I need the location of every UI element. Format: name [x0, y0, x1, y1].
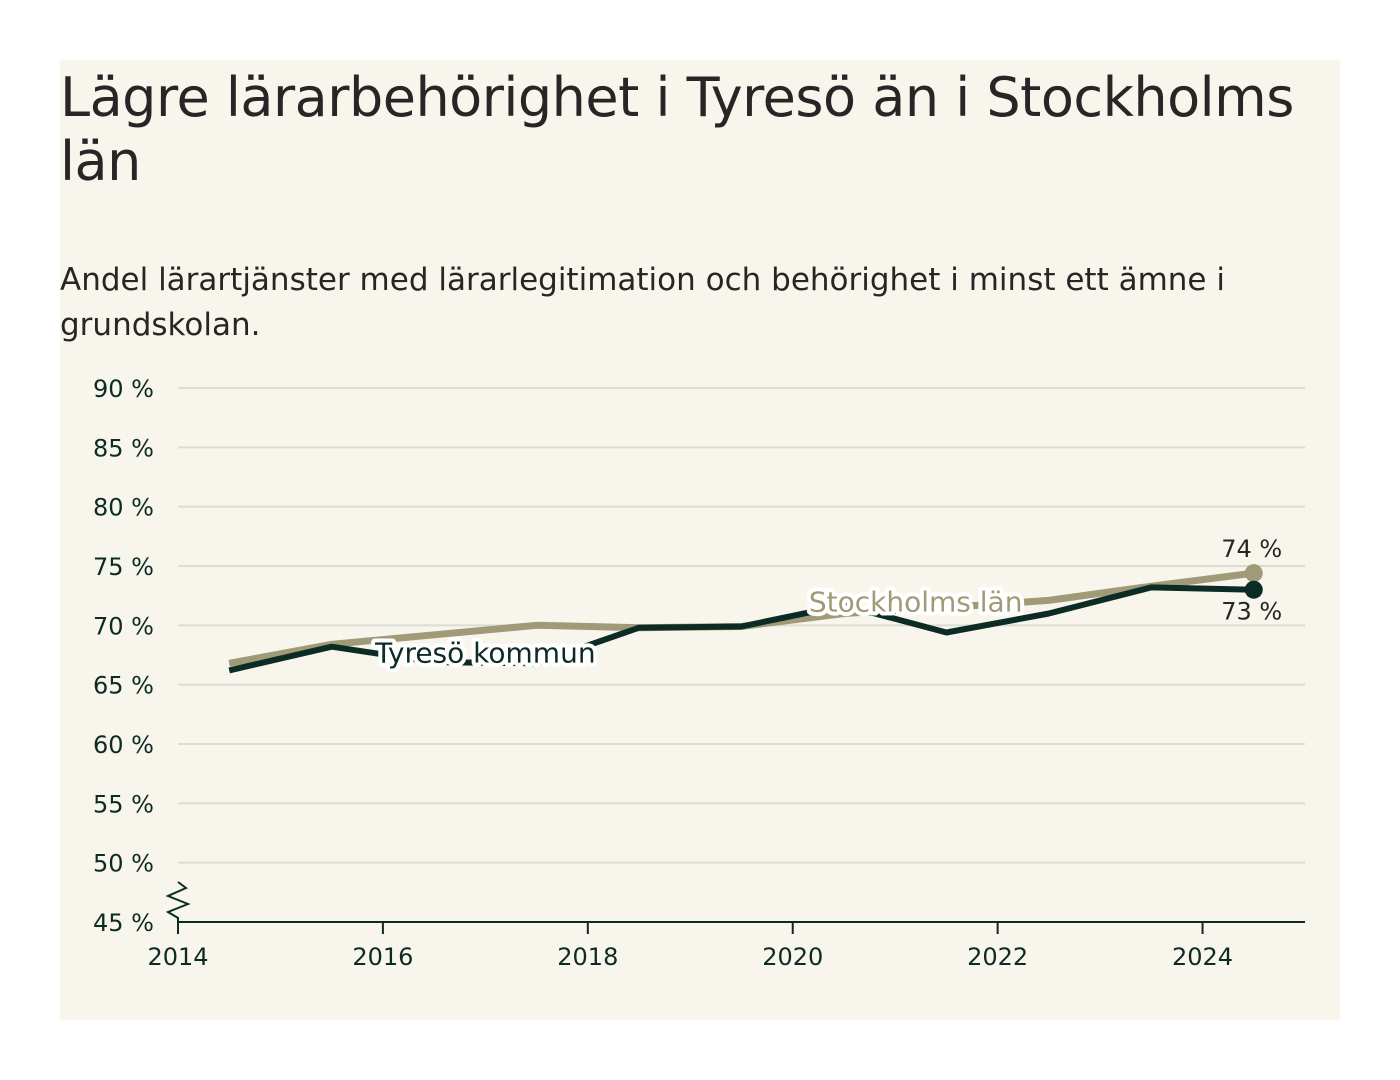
y-tick-label: 45 % — [93, 909, 154, 937]
axis-break-icon — [165, 881, 191, 922]
end-value-label: 74 % — [1221, 535, 1282, 563]
chart-subtitle: Andel lärartjänster med lärarlegitimatio… — [60, 262, 1225, 343]
x-tick-label: 2016 — [352, 943, 413, 971]
chart-panel — [60, 60, 1340, 1020]
x-tick-label: 2014 — [147, 943, 208, 971]
y-tick-label: 70 % — [93, 612, 154, 640]
y-tick-label: 85 % — [93, 434, 154, 462]
series-label-tyreso: Tyresö kommun — [374, 637, 595, 670]
y-tick-label: 90 % — [93, 375, 154, 403]
series-line-tyreso — [228, 584, 1254, 674]
y-tick-label: 75 % — [93, 553, 154, 581]
end-point-stockholm — [1244, 564, 1263, 583]
series-label-stockholm: Stockholms län — [809, 586, 1023, 619]
y-tick-label: 60 % — [93, 731, 154, 759]
end-point-tyreso — [1244, 580, 1263, 599]
x-tick-label: 2018 — [557, 943, 618, 971]
x-tick-label: 2024 — [1172, 943, 1233, 971]
y-tick-label: 65 % — [93, 672, 154, 700]
y-tick-label: 80 % — [93, 494, 154, 522]
end-value-label: 73 % — [1221, 598, 1282, 626]
chart-title: Lägre lärarbehörighet i Tyresö än i Stoc… — [60, 66, 1294, 193]
x-tick-label: 2022 — [967, 943, 1028, 971]
y-tick-label: 55 % — [93, 790, 154, 818]
y-tick-label: 50 % — [93, 850, 154, 878]
x-tick-label: 2020 — [762, 943, 823, 971]
